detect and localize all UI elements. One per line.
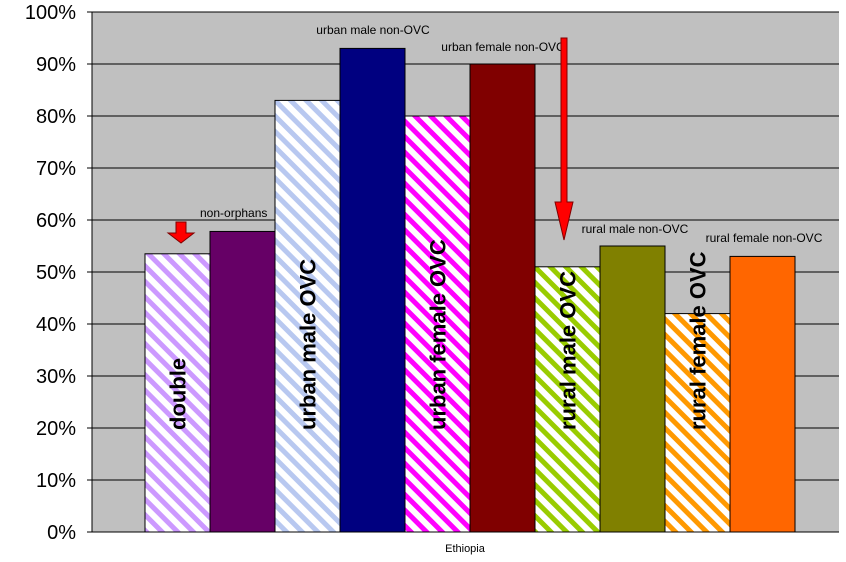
y-tick-label: 70% [36, 158, 76, 180]
bar [274, 99, 341, 533]
bar [209, 230, 276, 533]
x-category-label: Ethiopia [445, 543, 486, 555]
y-tick-label: 40% [36, 314, 76, 336]
bar [599, 245, 666, 533]
y-tick-label: 30% [36, 366, 76, 388]
bar-labels: double non-orphans urban male OVC urban mal… [166, 23, 823, 430]
bars [144, 47, 796, 533]
y-axis-ticks: 0% 10% 20% 30% 40% 50% 60% 70% 80% 90% 100% [25, 2, 92, 544]
bar [729, 255, 796, 533]
y-tick-label: 0% [47, 522, 76, 544]
bar [664, 313, 731, 533]
bar-inner-label: urban female OVC [426, 239, 451, 430]
arrow-down-long [554, 37, 574, 241]
bar [534, 266, 601, 533]
y-tick-label: 20% [36, 418, 76, 440]
bar [144, 253, 211, 533]
annotation-arrows [166, 37, 574, 244]
arrow-down-small [166, 221, 196, 244]
y-tick-label: 10% [36, 470, 76, 492]
bar-inner-label: double [166, 358, 191, 430]
y-tick-label: 100% [25, 2, 76, 24]
y-tick-label: 90% [36, 54, 76, 76]
bar-top-label: urban male non-OVC [316, 23, 430, 37]
bar-inner-label: urban male OVC [296, 259, 321, 430]
y-tick-label: 60% [36, 210, 76, 232]
bar-top-label: rural male non-OVC [582, 222, 689, 236]
bar-top-label: rural female non-OVC [706, 231, 823, 245]
bar [469, 63, 536, 533]
bar [339, 47, 406, 533]
y-tick-label: 80% [36, 106, 76, 128]
bar-top-label: non-orphans [200, 206, 267, 220]
bar-top-label: urban female non-OVC [441, 40, 565, 54]
bar-inner-label: rural female OVC [686, 251, 711, 430]
bar-inner-label: rural male OVC [556, 271, 581, 430]
y-tick-label: 50% [36, 262, 76, 284]
